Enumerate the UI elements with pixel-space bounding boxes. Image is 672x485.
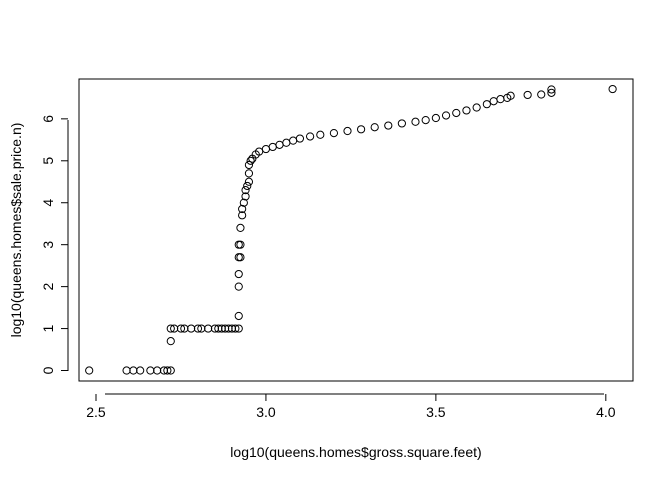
data-point xyxy=(244,177,254,186)
data-point xyxy=(136,366,145,375)
data-point xyxy=(261,144,271,154)
data-point xyxy=(236,253,245,262)
data-point xyxy=(489,97,498,106)
data-point xyxy=(316,130,325,139)
y-tick-label: 5 xyxy=(40,157,56,165)
data-point xyxy=(431,113,440,123)
data-point xyxy=(234,253,243,262)
data-point xyxy=(275,140,284,149)
data-point xyxy=(246,156,255,165)
data-point xyxy=(166,324,175,333)
data-point xyxy=(166,366,175,375)
data-point xyxy=(523,90,532,100)
data-point xyxy=(282,138,291,147)
x-tick-label: 3.0 xyxy=(256,404,276,420)
y-tick-label: 6 xyxy=(40,115,56,123)
data-point xyxy=(236,240,245,249)
data-point xyxy=(243,181,252,191)
data-point xyxy=(462,106,471,115)
y-tick-label: 1 xyxy=(40,324,56,332)
data-points xyxy=(85,84,617,375)
data-point xyxy=(547,88,556,97)
data-point xyxy=(244,160,254,170)
data-point xyxy=(397,119,406,128)
data-point xyxy=(234,240,243,249)
data-point xyxy=(384,121,393,130)
data-point xyxy=(537,90,546,99)
data-point xyxy=(153,366,162,375)
x-tick-label: 2.5 xyxy=(86,404,106,420)
data-point xyxy=(146,366,155,375)
data-point xyxy=(122,366,131,375)
data-point xyxy=(234,311,243,321)
data-point xyxy=(239,198,248,207)
data-point xyxy=(356,125,366,134)
data-point xyxy=(231,324,240,333)
data-point xyxy=(204,324,213,333)
x-axis-label: log10(queens.homes$gross.square.feet) xyxy=(230,444,481,460)
data-point xyxy=(129,366,138,375)
y-axis-label: log10(queens.homes$sale.price.n) xyxy=(8,123,24,338)
data-point xyxy=(166,337,175,346)
data-point xyxy=(343,126,352,136)
data-point xyxy=(187,324,196,333)
data-point xyxy=(234,282,243,291)
data-point xyxy=(472,103,481,112)
data-point xyxy=(441,111,451,120)
data-point xyxy=(85,366,94,375)
data-point xyxy=(421,116,430,125)
data-point xyxy=(238,204,247,214)
x-tick-label: 3.5 xyxy=(426,404,446,420)
data-point xyxy=(244,169,254,178)
y-tick-label: 2 xyxy=(40,283,56,291)
data-point xyxy=(163,366,172,375)
data-point xyxy=(506,91,515,100)
data-point xyxy=(236,223,245,233)
data-point xyxy=(193,324,203,333)
data-point xyxy=(234,324,243,333)
data-point xyxy=(547,85,556,94)
y-tick-label: 3 xyxy=(40,241,56,249)
data-point xyxy=(295,134,305,143)
data-point xyxy=(289,136,298,145)
data-point xyxy=(608,84,617,94)
data-point xyxy=(482,100,491,109)
data-point xyxy=(234,269,243,279)
data-point xyxy=(370,123,379,132)
x-axis: 2.5 3.0 3.5 4.0 xyxy=(86,393,616,420)
y-tick-label: 0 xyxy=(40,366,56,374)
data-point xyxy=(452,108,461,118)
data-point xyxy=(496,95,505,104)
data-point xyxy=(329,129,339,138)
data-point xyxy=(238,211,247,220)
y-axis: 0 1 2 3 4 5 6 xyxy=(40,115,69,374)
plot-frame xyxy=(78,78,634,382)
data-point xyxy=(176,324,186,333)
y-tick-label: 4 xyxy=(40,199,56,207)
data-point xyxy=(268,142,277,152)
data-point xyxy=(411,117,420,126)
data-point xyxy=(241,192,250,201)
data-point xyxy=(306,132,315,141)
x-tick-label: 4.0 xyxy=(596,404,616,420)
data-point xyxy=(241,186,250,195)
